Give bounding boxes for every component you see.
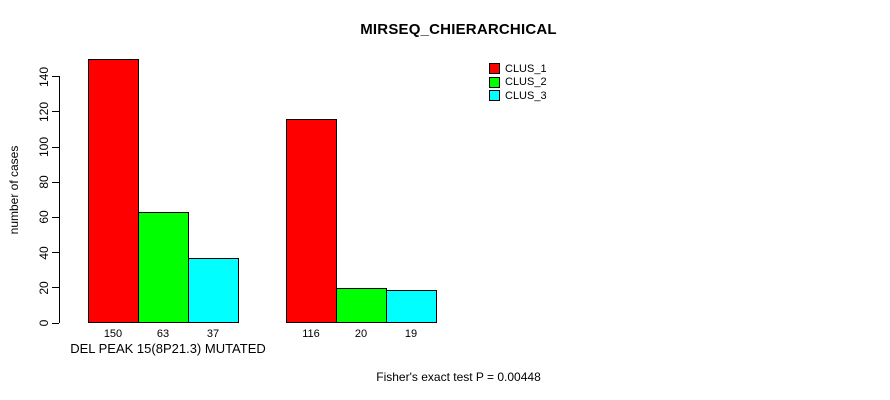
bar-group1-clus_3: [188, 258, 239, 323]
chart-title: MIRSEQ_CHIERARCHICAL: [360, 21, 557, 38]
legend: CLUS_1 CLUS_2 CLUS_3: [489, 62, 547, 103]
legend-label: CLUS_1: [505, 62, 547, 75]
bar-group1-clus_2: [138, 212, 189, 323]
y-axis-line: [59, 76, 60, 323]
bar-value-label: 37: [206, 328, 220, 340]
bar-group2-clus_3: [386, 290, 437, 323]
x-axis-group-label: DEL PEAK 15(8P21.3) MUTATED: [70, 341, 266, 356]
y-tick-label-100: 100: [37, 136, 51, 158]
legend-item: CLUS_1: [489, 62, 547, 76]
y-tick-label-60: 60: [37, 210, 51, 225]
y-tick-20: [52, 287, 59, 289]
legend-swatch-clus_3: [489, 90, 500, 102]
y-tick-60: [52, 216, 59, 218]
y-tick-140: [52, 76, 59, 78]
y-tick-label-120: 120: [37, 101, 51, 122]
y-tick-label-80: 80: [37, 175, 51, 189]
legend-label: CLUS_3: [505, 89, 547, 102]
legend-item: CLUS_3: [489, 89, 547, 103]
y-tick-label-140: 140: [37, 66, 51, 87]
y-tick-0: [52, 322, 59, 324]
bar-value-label: 20: [354, 328, 368, 340]
y-tick-40: [52, 252, 59, 254]
bar-value-label: 19: [404, 328, 418, 340]
bar-group1-clus_1: [88, 59, 139, 323]
bar-value-label: 150: [103, 328, 123, 340]
y-tick-label-20: 20: [37, 281, 51, 295]
y-tick-120: [52, 111, 59, 113]
y-axis-label: number of cases: [7, 145, 21, 235]
y-tick-80: [52, 181, 59, 183]
bar-group2-clus_1: [286, 119, 337, 323]
bar-group2-clus_2: [336, 288, 387, 323]
bar-value-label: 63: [156, 328, 170, 340]
bar-value-label: 116: [302, 328, 320, 340]
legend-item: CLUS_2: [489, 76, 547, 90]
legend-label: CLUS_2: [505, 76, 547, 89]
legend-swatch-clus_2: [489, 76, 500, 88]
y-tick-100: [52, 146, 59, 148]
y-tick-label-40: 40: [37, 245, 51, 260]
y-tick-label-0: 0: [37, 319, 51, 327]
legend-swatch-clus_1: [489, 63, 500, 75]
annotation-fisher-test: Fisher's exact test P = 0.00448: [376, 370, 541, 384]
